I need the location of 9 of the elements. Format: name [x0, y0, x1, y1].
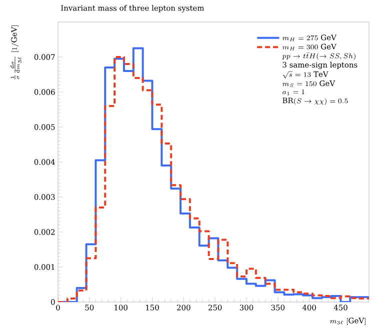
legend-label: $m_H = 275\ \mathrm{GeV}$: [282, 34, 337, 42]
y-axis-title: $\frac{1}{\sigma}\frac{\mathrm{d}\sigma}{\mathrm{d}m_{3\ell}}\ [1/\mathrm{GeV}]$: [10, 26, 22, 80]
annotation: $pp \to t\bar{t}H(\to SS, Sh)$: [282, 52, 356, 60]
x-axis-title: $m_{3\ell}\ [\mathrm{GeV}]$: [330, 318, 366, 325]
annotation: $\mathrm{BR}(S \to \chi\chi) = 0.5$: [282, 98, 348, 105]
annotation: $m_S = 150\ \mathrm{GeV}$: [282, 80, 336, 88]
annotation: $a_1 = 1$: [282, 89, 304, 96]
legend-label: $m_H = 300\ \mathrm{GeV}$: [282, 44, 337, 50]
annotation: $\sqrt{s} = 13\ \mathrm{TeV}$: [282, 71, 328, 78]
